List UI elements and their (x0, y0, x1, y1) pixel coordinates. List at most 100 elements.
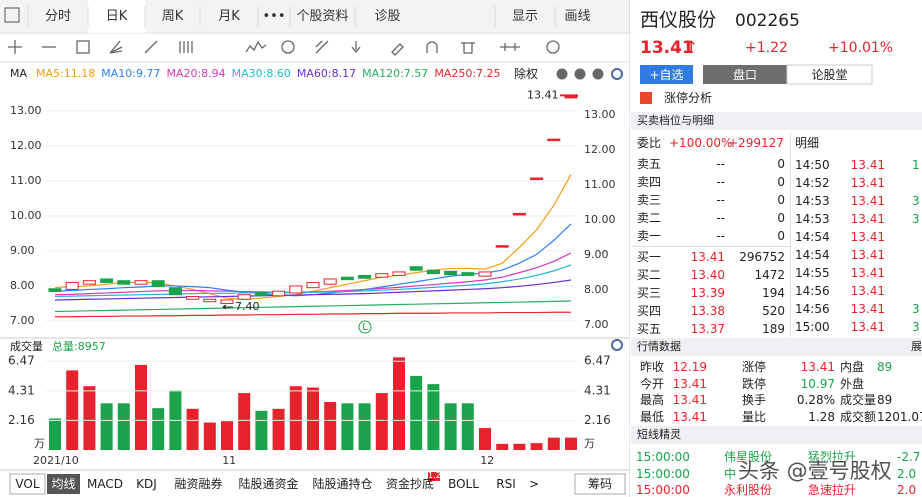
volume-bar (324, 401, 337, 450)
indicator-tab[interactable]: MACD (87, 477, 123, 491)
book-volume: 0 (777, 175, 785, 189)
tool-hide[interactable] (500, 43, 520, 51)
candle (444, 270, 458, 276)
tool-arrow[interactable] (351, 41, 361, 54)
button[interactable]: 盘口 (732, 68, 757, 82)
detail-price: 13.41 (850, 248, 885, 262)
adjust-button[interactable]: 除权 (514, 67, 539, 81)
tool-delete[interactable] (461, 42, 475, 54)
volume-bar (152, 408, 165, 450)
detail-time: 14:56 (795, 284, 830, 298)
market-cell: 成交量 (840, 393, 877, 407)
stock-pct: +10.01% (828, 40, 894, 56)
volume-settings[interactable] (611, 339, 623, 351)
tool-circle[interactable] (281, 40, 295, 54)
candle (203, 298, 217, 303)
volume-bar (272, 408, 285, 450)
candle (358, 274, 372, 279)
section-title: 短线精灵 (637, 428, 681, 441)
detail-time: 14:53 (795, 212, 830, 226)
tab[interactable]: 日K (105, 9, 128, 24)
ratio-pct: +100.00% (669, 136, 733, 150)
chip-tab[interactable]: 筹码 (587, 477, 612, 491)
sprite-name: 伟星股份 (724, 450, 773, 464)
section-bg (631, 112, 922, 130)
candle (495, 245, 509, 248)
y-tick-label: 9.00 (10, 244, 35, 257)
volume-bar (186, 408, 199, 450)
volume-bar (530, 443, 543, 450)
tool-channel[interactable] (144, 40, 158, 54)
y-tick-label: 8.00 (10, 279, 35, 292)
book-price: 13.40 (690, 268, 725, 282)
tab[interactable]: 周K (161, 9, 184, 24)
tab[interactable]: 分时 (44, 9, 71, 24)
indicator-tab[interactable]: 均线 (51, 477, 76, 491)
indicator-tab[interactable]: VOL (15, 477, 40, 491)
indicator-tab[interactable]: KDJ (136, 477, 157, 491)
sprite-time: 15:00:00 (636, 483, 690, 497)
candle (478, 271, 492, 277)
button-bg (703, 65, 787, 84)
tab[interactable]: 月K (218, 9, 240, 24)
tab[interactable]: 个股资料 (296, 9, 349, 24)
candle (340, 276, 354, 281)
tool-gann[interactable] (315, 40, 329, 54)
tab[interactable]: 诊股 (374, 9, 401, 24)
tool-cross[interactable] (8, 40, 22, 54)
y-tick-label-right: 8.00 (584, 283, 609, 296)
tab[interactable]: 显示 (511, 9, 538, 24)
tool-fan[interactable] (109, 40, 123, 54)
tool-magnet[interactable] (426, 41, 438, 53)
tool-settings[interactable] (546, 40, 560, 54)
book-volume: 0 (777, 211, 785, 225)
book-level: 卖五 (637, 157, 662, 171)
book-price: -- (716, 157, 725, 171)
tab[interactable]: ••• (262, 9, 286, 24)
tool-cycle[interactable] (179, 41, 193, 53)
market-cell: 最高 (640, 393, 665, 407)
detail-price: 13.41 (850, 158, 885, 172)
button-bg (640, 65, 693, 84)
indicator-tab[interactable]: 资金抄底 (385, 477, 434, 491)
indicator-tab[interactable]: > (528, 477, 540, 491)
book-volume: 520 (762, 304, 785, 318)
tool-eraser[interactable] (391, 43, 404, 56)
y-tick-label: 7.00 (10, 314, 35, 327)
zoom-out[interactable] (574, 68, 586, 80)
close-indicator[interactable] (592, 68, 604, 80)
tool-wave[interactable] (245, 40, 267, 53)
detail-price: 13.41 (850, 212, 885, 226)
limit-up-link[interactable]: 涨停分析 (664, 91, 713, 105)
tab[interactable]: 画线 (564, 9, 591, 24)
sprite-time: 15:00:00 (636, 466, 690, 481)
y-tick-label: 10.00 (10, 209, 42, 222)
volume-title: 成交量 (10, 340, 43, 353)
volume-bar (461, 403, 474, 450)
section-bg (631, 338, 922, 356)
button[interactable]: 论股堂 (811, 68, 848, 82)
book-price: 13.41 (690, 250, 725, 264)
ma-line (55, 311, 571, 318)
indicator-tab[interactable]: RSI (496, 477, 516, 491)
candle (65, 281, 79, 290)
volume-bar (221, 421, 233, 450)
tool-rect[interactable] (76, 40, 90, 54)
tab-active-bg (9, 473, 46, 495)
menu-icon[interactable] (4, 7, 20, 23)
stock-price: 13.41 (640, 38, 694, 58)
candle (100, 278, 114, 283)
zoom-in[interactable] (556, 68, 568, 80)
indicator-tab[interactable]: BOLL (448, 477, 479, 491)
sprite-value: 2.0 (897, 483, 917, 497)
indicator-tab[interactable]: 陆股通持仓 (312, 477, 373, 491)
book-volume: 0 (777, 193, 785, 207)
volume-bar (479, 428, 491, 450)
expand[interactable]: 展 (911, 340, 922, 353)
indicator-tab[interactable]: 陆股通资金 (238, 477, 299, 491)
indicator-settings[interactable] (611, 68, 623, 80)
button[interactable]: +自选 (649, 68, 684, 82)
ma-legend: MA20:8.94 (166, 67, 226, 80)
indicator-tab[interactable]: 融资融券 (174, 477, 223, 491)
